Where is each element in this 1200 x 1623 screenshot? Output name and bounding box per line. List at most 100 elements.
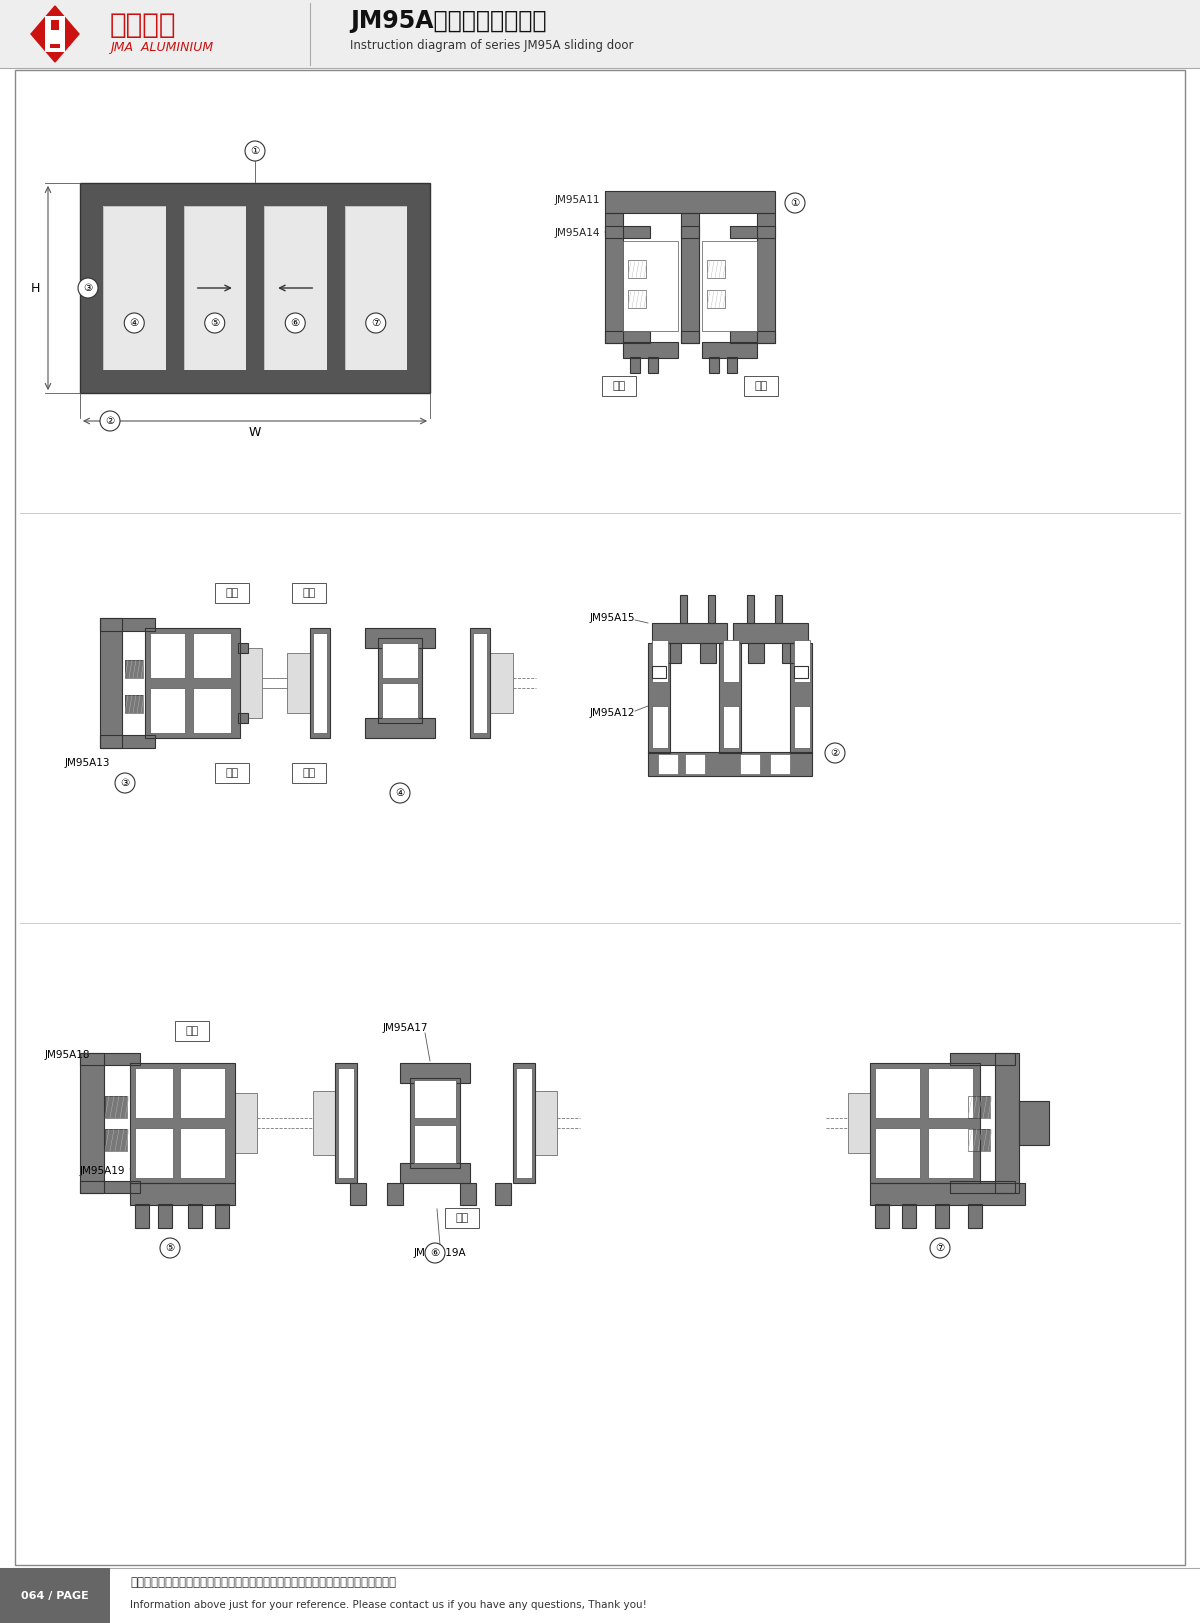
Bar — [400, 1164, 470, 1183]
Bar — [757, 213, 775, 342]
Bar — [145, 628, 240, 738]
Bar — [680, 596, 686, 623]
Bar — [166, 196, 174, 380]
Bar — [50, 44, 60, 49]
Text: ⑤: ⑤ — [210, 318, 220, 328]
Bar — [652, 665, 666, 678]
Bar — [125, 695, 143, 712]
Bar — [145, 628, 240, 738]
Bar — [605, 213, 623, 342]
Bar — [188, 1204, 202, 1229]
Bar — [264, 206, 326, 370]
Bar — [707, 291, 725, 308]
Bar — [733, 623, 808, 643]
Bar — [628, 260, 646, 278]
Bar — [80, 183, 430, 393]
Bar — [326, 196, 336, 380]
Bar — [80, 183, 94, 393]
Text: ②: ② — [106, 415, 115, 425]
Bar — [350, 1183, 366, 1204]
Bar — [848, 1092, 870, 1152]
Bar — [1019, 1100, 1049, 1144]
Bar — [707, 291, 725, 308]
Bar — [414, 1125, 456, 1164]
Bar — [968, 1096, 990, 1118]
Text: JM95A14: JM95A14 — [554, 227, 600, 239]
Bar — [416, 183, 430, 393]
Bar — [995, 1053, 1019, 1193]
Bar — [134, 1204, 149, 1229]
Bar — [702, 240, 757, 331]
Bar — [180, 1068, 226, 1118]
Bar — [995, 1053, 1019, 1193]
Bar — [648, 643, 670, 753]
Bar — [490, 652, 514, 712]
Bar — [174, 196, 184, 380]
Bar — [648, 751, 812, 776]
Bar — [382, 683, 418, 717]
Bar — [378, 638, 422, 722]
Bar — [968, 1130, 990, 1151]
Bar — [130, 1183, 235, 1204]
Bar — [794, 639, 810, 682]
Bar — [240, 648, 262, 717]
Bar — [744, 377, 778, 396]
Bar — [648, 643, 670, 753]
Bar — [313, 1091, 335, 1156]
Text: ⑤: ⑤ — [166, 1243, 175, 1253]
Bar — [400, 1063, 470, 1083]
Bar — [605, 331, 650, 342]
Bar — [658, 755, 678, 774]
Bar — [256, 196, 264, 380]
Text: 室内: 室内 — [226, 588, 239, 597]
Bar — [386, 1183, 403, 1204]
Bar — [150, 633, 185, 678]
Bar — [623, 342, 678, 359]
Bar — [106, 1096, 127, 1118]
Text: JM95A15: JM95A15 — [590, 613, 636, 623]
Bar — [287, 652, 310, 712]
Bar — [134, 1128, 173, 1178]
Bar — [707, 260, 725, 278]
Bar — [722, 639, 739, 682]
Bar — [336, 196, 344, 380]
Bar — [238, 712, 248, 722]
Bar — [950, 1182, 1015, 1193]
Bar — [334, 196, 337, 380]
Bar — [46, 16, 65, 52]
Bar — [605, 192, 775, 213]
Bar — [790, 643, 812, 753]
Bar — [730, 331, 775, 342]
Bar — [950, 1053, 1015, 1065]
Bar — [708, 596, 715, 623]
Bar — [730, 226, 775, 239]
Bar — [338, 1068, 354, 1178]
Bar — [605, 213, 623, 342]
Bar — [665, 643, 682, 664]
Circle shape — [78, 278, 98, 299]
Bar — [648, 751, 812, 776]
Text: JM95A19A: JM95A19A — [414, 1248, 467, 1258]
Bar — [682, 226, 698, 239]
Bar — [719, 643, 742, 753]
Bar — [100, 618, 122, 748]
Bar — [875, 1128, 920, 1178]
Bar — [682, 226, 698, 239]
Circle shape — [160, 1238, 180, 1258]
Bar — [928, 1068, 973, 1118]
Text: 室内: 室内 — [185, 1026, 199, 1035]
Bar — [682, 331, 698, 342]
Bar — [80, 1182, 140, 1193]
Bar — [80, 1053, 140, 1065]
Bar — [652, 706, 668, 748]
Bar — [605, 192, 775, 213]
Circle shape — [245, 141, 265, 161]
Bar — [256, 196, 336, 206]
Circle shape — [115, 773, 134, 794]
Bar — [125, 661, 143, 678]
Bar — [902, 1204, 916, 1229]
Text: 室外: 室外 — [226, 768, 239, 777]
Bar — [748, 643, 764, 664]
Bar — [1019, 1100, 1049, 1144]
Bar — [173, 196, 176, 380]
